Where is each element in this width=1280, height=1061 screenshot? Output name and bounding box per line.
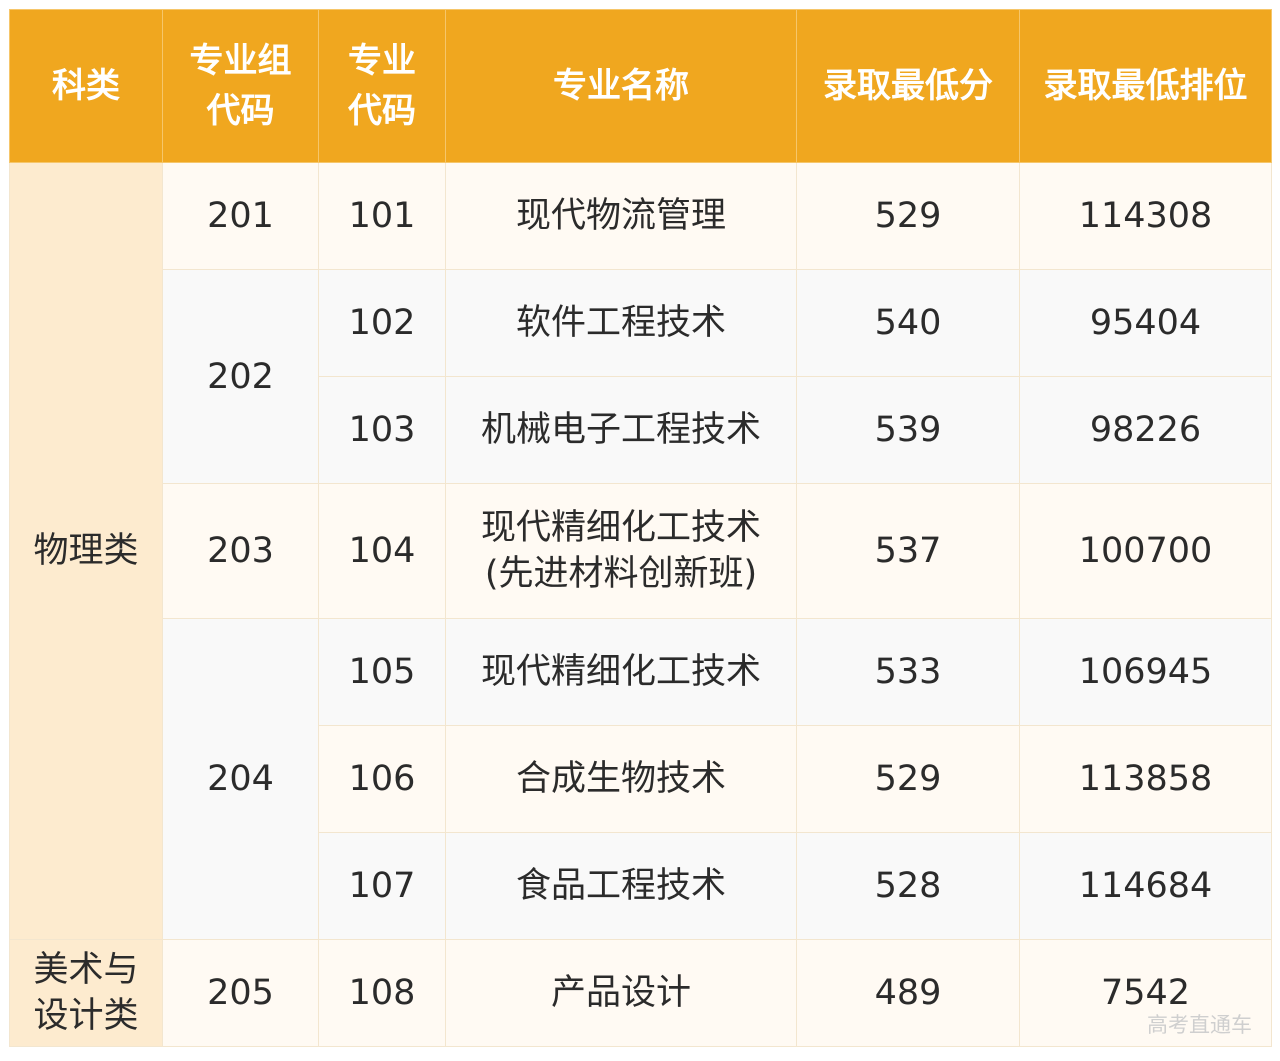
header-major-code: 专业 代码 bbox=[318, 9, 446, 163]
major-name-cell: 现代精细化工技术 (先进材料创新班) bbox=[445, 483, 797, 619]
group-code-cell: 201 bbox=[162, 162, 319, 270]
min-score-cell: 540 bbox=[796, 269, 1020, 377]
table-row: 106 合成生物技术 529 113858 bbox=[10, 725, 1272, 833]
major-name-cell: 产品设计 bbox=[445, 939, 797, 1047]
group-code-cell: 204 bbox=[162, 618, 319, 940]
min-score-cell: 489 bbox=[796, 939, 1020, 1047]
min-rank-cell: 113858 bbox=[1019, 725, 1272, 833]
table-row: 202 102 软件工程技术 540 95404 bbox=[10, 269, 1272, 484]
header-row: 科类 专业组 代码 专业 代码 专业名称 录取最低分 录取最低排位 bbox=[9, 9, 1272, 163]
group-code-cell: 203 bbox=[162, 483, 319, 619]
major-name-cell: 食品工程技术 bbox=[445, 832, 797, 940]
major-code-cell: 108 bbox=[318, 939, 446, 1047]
group-code-cell: 205 bbox=[162, 939, 319, 1047]
major-name-line: 现代精细化工技术 bbox=[480, 508, 761, 548]
table-row: 美术与 设计类 205 108 产品设计 489 7542 bbox=[9, 939, 1272, 1047]
header-min-score: 录取最低分 bbox=[796, 9, 1020, 163]
watermark: 高考直通车 bbox=[1147, 1013, 1252, 1037]
min-rank-cell: 114308 bbox=[1019, 162, 1272, 270]
table-row: 203 104 现代精细化工技术 (先进材料创新班) 537 100700 bbox=[10, 483, 1272, 619]
group-code-cell: 202 bbox=[162, 269, 319, 484]
table-row: 103 机械电子工程技术 539 98226 bbox=[10, 376, 1272, 484]
min-rank-cell: 98226 bbox=[1019, 376, 1272, 484]
category-cell: 物理类 bbox=[9, 162, 163, 940]
major-name-cell: 现代精细化工技术 bbox=[445, 618, 797, 726]
header-major-name: 专业名称 bbox=[445, 9, 797, 163]
table-row: 物理类 201 101 现代物流管理 529 114308 bbox=[9, 162, 1272, 940]
min-rank-cell: 106945 bbox=[1019, 618, 1272, 726]
major-code-cell: 107 bbox=[318, 832, 446, 940]
major-name-cell: 现代物流管理 bbox=[445, 162, 797, 270]
major-name-cell: 软件工程技术 bbox=[445, 269, 797, 377]
major-name-cell: 机械电子工程技术 bbox=[445, 376, 797, 484]
major-code-cell: 101 bbox=[318, 162, 446, 270]
header-group-code: 专业组 代码 bbox=[162, 9, 319, 163]
min-score-cell: 539 bbox=[796, 376, 1020, 484]
min-rank-cell: 95404 bbox=[1019, 269, 1272, 377]
table-row: 204 105 现代精细化工技术 533 106945 bbox=[10, 618, 1272, 940]
admission-score-table: 科类 专业组 代码 专业 代码 专业名称 录取最低分 录取最低排位 物理类 201 … bbox=[9, 9, 1272, 1047]
major-name-note: (先进材料创新班) bbox=[484, 554, 758, 594]
major-code-cell: 106 bbox=[318, 725, 446, 833]
major-code-cell: 105 bbox=[318, 618, 446, 726]
min-score-cell: 533 bbox=[796, 618, 1020, 726]
min-score-cell: 529 bbox=[796, 162, 1020, 270]
min-rank-cell: 100700 bbox=[1019, 483, 1272, 619]
major-name-cell: 合成生物技术 bbox=[445, 725, 797, 833]
min-score-cell: 528 bbox=[796, 832, 1020, 940]
major-code-cell: 103 bbox=[318, 376, 446, 484]
min-score-cell: 537 bbox=[796, 483, 1020, 619]
min-rank-cell: 114684 bbox=[1019, 832, 1272, 940]
min-score-cell: 529 bbox=[796, 725, 1020, 833]
table-row: 107 食品工程技术 528 114684 bbox=[10, 832, 1272, 940]
header-category: 科类 bbox=[9, 9, 163, 163]
major-code-cell: 104 bbox=[318, 483, 446, 619]
header-min-rank: 录取最低排位 bbox=[1019, 9, 1272, 163]
major-code-cell: 102 bbox=[318, 269, 446, 377]
category-cell: 美术与 设计类 bbox=[9, 939, 163, 1047]
min-rank-cell: 7542 bbox=[1019, 939, 1272, 1047]
